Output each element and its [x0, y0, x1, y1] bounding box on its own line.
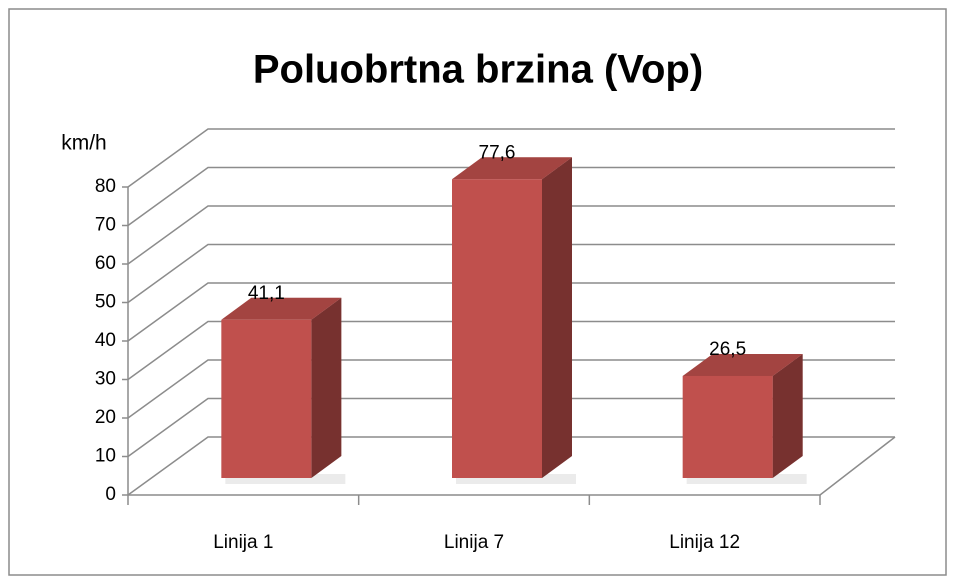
x-tick-label: Linija 7 [444, 532, 504, 553]
y-tick-label: 60 [95, 253, 116, 274]
bar-side-shade [311, 297, 342, 478]
y-tick-label: 20 [95, 407, 116, 428]
bar-shadow [456, 474, 576, 484]
bar-top-shade [452, 157, 572, 180]
y-axis-label: km/h [61, 132, 107, 155]
data-label: 41,1 [248, 283, 285, 304]
data-label: 26,5 [709, 339, 746, 360]
data-label: 77,6 [479, 142, 516, 163]
x-tick-label: Linija 1 [213, 532, 273, 553]
bar-side [311, 297, 342, 478]
grid-line [127, 128, 895, 188]
bar-shadow [686, 474, 807, 484]
bar [452, 179, 542, 479]
grid-line [127, 243, 895, 304]
bar [682, 375, 773, 478]
y-tick-label: 70 [95, 215, 116, 236]
grid-line [127, 166, 895, 227]
bar-side [772, 353, 803, 478]
y-tick-label: 50 [95, 292, 116, 313]
y-tick-label: 80 [95, 176, 116, 197]
grid-line [127, 320, 895, 381]
bar-side-shade [542, 157, 572, 479]
bar-top-shade [682, 353, 803, 376]
bar-side [542, 157, 572, 479]
bar-side-shade [772, 353, 803, 478]
bar-top [452, 157, 572, 180]
bar-top-shade [221, 297, 342, 320]
bar-top [221, 297, 342, 320]
y-tick-label: 0 [105, 484, 116, 505]
y-tick-label: 30 [95, 369, 116, 390]
x-tick-label: Linija 12 [669, 532, 740, 553]
grid-line [127, 359, 895, 419]
grid-line [127, 282, 895, 342]
grid-line [127, 436, 895, 496]
y-tick-label: 10 [95, 446, 116, 467]
grid-line [127, 397, 895, 458]
bar-shadow [225, 474, 346, 484]
y-tick-label: 40 [95, 330, 116, 351]
bar [221, 319, 312, 478]
grid-line [127, 205, 895, 265]
chart-title: Poluobrtna brzina (Vop) [253, 48, 703, 92]
bar-top [682, 353, 803, 376]
